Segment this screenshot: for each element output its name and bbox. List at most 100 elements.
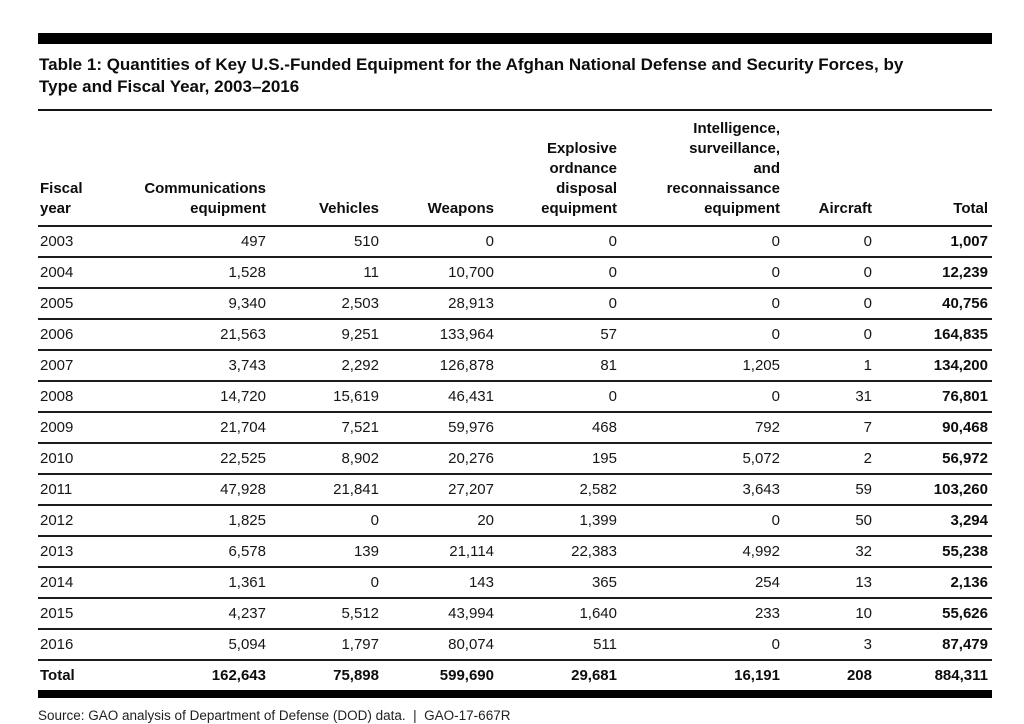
vehicles-cell: 15,619 <box>333 388 379 405</box>
aircraft-cell: 2 <box>863 450 872 467</box>
table-row: 2007 3,743 2,292 126,878 81 1,205 1 134,… <box>38 350 992 381</box>
header-row: Fiscal year Communications equipment Veh… <box>38 110 992 226</box>
isr-equipment-cell: 0 <box>771 264 780 281</box>
communications-equipment-cell: 4,237 <box>228 605 266 622</box>
table-row: 2005 9,340 2,503 28,913 0 0 0 40,756 <box>38 288 992 319</box>
weapons-cell: 133,964 <box>439 326 494 343</box>
column-header-aircraft: Aircraft <box>818 200 872 217</box>
aircraft-cell: 0 <box>863 233 872 250</box>
table-row: 2006 21,563 9,251 133,964 57 0 0 164,835 <box>38 319 992 350</box>
aircraft-cell: 32 <box>855 543 872 560</box>
communications-equipment-cell: 5,094 <box>228 636 266 653</box>
isr-equipment-cell: 5,072 <box>742 450 780 467</box>
table-title: Table 1: Quantities of Key U.S.-Funded E… <box>39 55 904 96</box>
isr-equipment-cell: 0 <box>771 512 780 529</box>
weapons-cell: 20,276 <box>448 450 494 467</box>
bottom-divider-bar <box>38 690 992 698</box>
vehicles-cell: 8,902 <box>341 450 379 467</box>
column-header-communications-equipment: Communications equipment <box>144 180 266 217</box>
aircraft-cell: 59 <box>855 481 872 498</box>
column-header-total: Total <box>953 200 988 217</box>
isr-equipment-cell: 3,643 <box>742 481 780 498</box>
row-total-cell: 55,238 <box>942 543 988 560</box>
aircraft-cell: 0 <box>863 295 872 312</box>
weapons-cell: 21,114 <box>449 543 494 560</box>
fiscal-year-cell: 2016 <box>40 636 74 653</box>
isr-equipment-cell: 16,191 <box>734 667 780 684</box>
fiscal-year-cell: 2011 <box>40 481 73 498</box>
vehicles-cell: 11 <box>363 264 379 281</box>
fiscal-year-cell: 2012 <box>40 512 74 529</box>
row-total-cell: 87,479 <box>942 636 988 653</box>
table-row: 2004 1,528 11 10,700 0 0 0 12,239 <box>38 257 992 288</box>
eod-equipment-cell: 511 <box>593 636 617 653</box>
row-total-cell: 55,626 <box>942 605 988 622</box>
isr-equipment-cell: 0 <box>771 295 780 312</box>
table-row: 2015 4,237 5,512 43,994 1,640 233 10 55,… <box>38 598 992 629</box>
fiscal-year-cell: 2005 <box>40 295 74 312</box>
fiscal-year-cell: 2015 <box>40 605 74 622</box>
vehicles-cell: 75,898 <box>333 667 379 684</box>
row-total-cell: 134,200 <box>933 357 988 374</box>
column-header-eod-equipment: Explosive ordnance disposal equipment <box>541 140 617 217</box>
eod-equipment-cell: 81 <box>600 357 617 374</box>
isr-equipment-cell: 792 <box>754 419 780 436</box>
row-total-cell: 2,136 <box>950 574 988 591</box>
row-total-cell: 12,239 <box>942 264 988 281</box>
vehicles-cell: 510 <box>353 233 379 250</box>
fiscal-year-cell: 2006 <box>40 326 74 343</box>
row-total-cell: 164,835 <box>933 326 988 343</box>
weapons-cell: 126,878 <box>439 357 494 374</box>
communications-equipment-cell: 14,720 <box>220 388 266 405</box>
eod-equipment-cell: 1,640 <box>579 605 617 622</box>
vehicles-cell: 2,292 <box>341 357 379 374</box>
weapons-cell: 10,700 <box>448 264 494 281</box>
aircraft-cell: 50 <box>855 512 872 529</box>
communications-equipment-cell: 3,743 <box>228 357 266 374</box>
weapons-cell: 27,207 <box>448 481 494 498</box>
row-total-cell: 90,468 <box>942 419 988 436</box>
communications-equipment-cell: 22,525 <box>220 450 266 467</box>
table-body: 2003 497 510 0 0 0 0 1,007 2004 1,528 11… <box>38 226 992 690</box>
eod-equipment-cell: 365 <box>591 574 617 591</box>
weapons-cell: 59,976 <box>448 419 494 436</box>
communications-equipment-cell: 9,340 <box>228 295 266 312</box>
table-row: 2011 47,928 21,841 27,207 2,582 3,643 59… <box>38 474 992 505</box>
weapons-cell: 0 <box>485 233 494 250</box>
row-total-cell: 56,972 <box>942 450 988 467</box>
eod-equipment-cell: 0 <box>608 388 617 405</box>
vehicles-cell: 2,503 <box>341 295 379 312</box>
aircraft-cell: 3 <box>863 636 872 653</box>
row-total-cell: 76,801 <box>942 388 988 405</box>
communications-equipment-cell: 497 <box>240 233 266 250</box>
fiscal-year-cell: 2014 <box>40 574 74 591</box>
table-row: 2012 1,825 0 20 1,399 0 50 3,294 <box>38 505 992 536</box>
communications-equipment-cell: 47,928 <box>220 481 266 498</box>
vehicles-cell: 7,521 <box>341 419 379 436</box>
weapons-cell: 143 <box>468 574 494 591</box>
eod-equipment-cell: 57 <box>600 326 617 343</box>
aircraft-cell: 7 <box>863 419 872 436</box>
eod-equipment-cell: 29,681 <box>571 667 617 684</box>
isr-equipment-cell: 254 <box>754 574 780 591</box>
equipment-table: Fiscal year Communications equipment Veh… <box>38 109 992 690</box>
table-row: 2013 6,578 139 21,114 22,383 4,992 32 55… <box>38 536 992 567</box>
eod-equipment-cell: 468 <box>591 419 617 436</box>
aircraft-cell: 0 <box>863 326 872 343</box>
fiscal-year-cell: 2003 <box>40 233 74 250</box>
fiscal-year-cell: 2004 <box>40 264 74 281</box>
weapons-cell: 46,431 <box>448 388 494 405</box>
communications-equipment-cell: 1,361 <box>228 574 266 591</box>
eod-equipment-cell: 0 <box>608 295 617 312</box>
weapons-cell: 599,690 <box>439 667 494 684</box>
isr-equipment-cell: 0 <box>771 233 780 250</box>
weapons-cell: 43,994 <box>448 605 494 622</box>
communications-equipment-cell: 21,563 <box>220 326 266 343</box>
row-total-cell: 1,007 <box>950 233 988 250</box>
eod-equipment-cell: 0 <box>608 233 617 250</box>
column-header-weapons: Weapons <box>427 200 494 217</box>
weapons-cell: 28,913 <box>448 295 494 312</box>
vehicles-cell: 0 <box>370 574 379 591</box>
vehicles-cell: 21,841 <box>333 481 379 498</box>
row-total-cell: 103,260 <box>933 481 988 498</box>
